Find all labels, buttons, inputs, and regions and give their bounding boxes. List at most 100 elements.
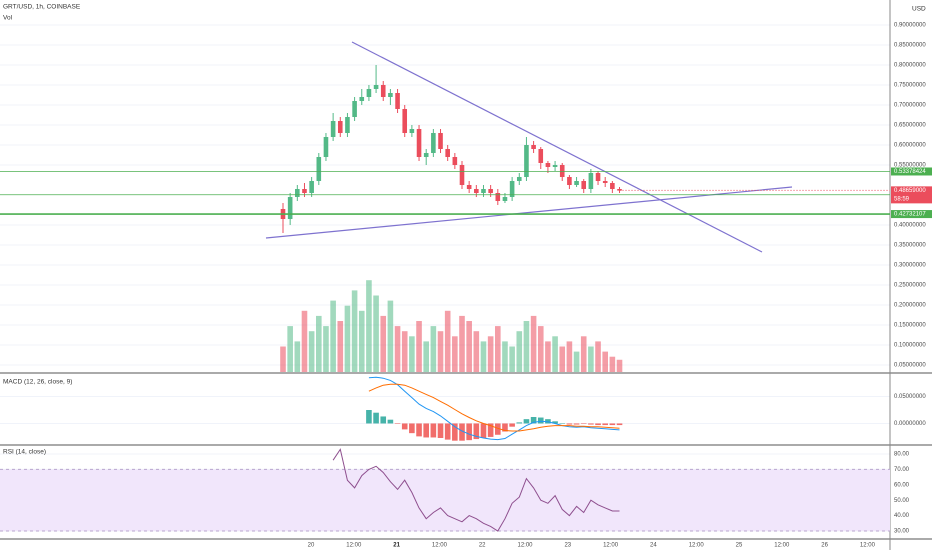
y-tick-label: 0.75000000 [894, 83, 926, 89]
y-tick-label: 40.00 [894, 513, 910, 519]
volume-bar [616, 359, 623, 372]
candle-body [502, 197, 508, 201]
histogram-bar [566, 423, 573, 425]
volume-bar [530, 315, 537, 372]
volume-bar [609, 356, 616, 372]
currency-label: USD [912, 6, 926, 13]
line [368, 376, 620, 441]
volume-bar [437, 331, 444, 372]
y-tick-label: 0.85000000 [894, 43, 926, 49]
candle-body [402, 109, 408, 133]
rsi-label: RSI (14, close) [3, 449, 46, 456]
histogram-bar [509, 423, 515, 427]
volume-bar [602, 351, 608, 372]
y-tick-label: 0.80000000 [894, 63, 926, 69]
x-tick-label: 12:00 [860, 543, 876, 549]
level-label: 0.42732107 [894, 212, 926, 218]
volume-bar [459, 315, 465, 372]
x-tick-label: 25 [736, 543, 743, 549]
histogram-bar [595, 423, 601, 426]
level-tag [891, 167, 932, 176]
y-tick-label: 0.20000000 [894, 303, 926, 309]
candle-body [388, 93, 393, 97]
volume-bar [516, 331, 523, 372]
y-tick-label: 0.35000000 [894, 243, 926, 249]
volume-bar [409, 336, 415, 372]
level-label: 0.53378424 [894, 169, 926, 175]
histogram-bar [380, 416, 387, 424]
volume-bar [444, 310, 451, 372]
symbol-label: GRT/USD, 1h, COINBASE [3, 4, 81, 11]
volume-bar [509, 346, 515, 372]
volume-bar [566, 341, 573, 372]
candle-body [323, 137, 329, 157]
x-tick-label: 12:00 [346, 543, 362, 549]
histogram-bar [480, 423, 487, 438]
y-tick-label: 70.00 [894, 467, 910, 473]
histogram-bar [423, 423, 429, 438]
candle-body [409, 129, 415, 133]
candle-body [545, 163, 551, 167]
candle-body [345, 117, 350, 133]
volume-bar [287, 326, 293, 372]
candle-body [395, 93, 400, 109]
volume-bar [294, 341, 301, 372]
volume-bar [580, 336, 587, 372]
x-tick-label: 12:00 [774, 543, 790, 549]
volume-bar [452, 336, 458, 372]
candle-body [380, 85, 386, 97]
volume-bar [495, 326, 501, 372]
x-tick-label: 24 [650, 543, 657, 549]
y-tick-label: 0.90000000 [894, 23, 926, 29]
candle-body [423, 153, 429, 157]
histogram-bar [609, 423, 616, 426]
histogram-bar [487, 423, 494, 437]
y-tick-label: 0.70000000 [894, 103, 926, 109]
volume-bar [330, 300, 336, 372]
candle-body [538, 149, 544, 163]
histogram-bar [373, 412, 379, 424]
x-tick-label: 26 [821, 543, 828, 549]
candle-body [552, 165, 558, 167]
last-price-tag [891, 186, 932, 204]
volume-bar [308, 331, 315, 372]
histogram-bar [559, 423, 566, 424]
histogram-bar [580, 423, 587, 424]
candle-body [516, 177, 522, 181]
volume-bar [502, 341, 508, 372]
candle-body [373, 85, 379, 89]
histogram-bar [387, 419, 394, 424]
histogram-bar [516, 422, 523, 424]
candle-body [295, 189, 300, 197]
volume-bar [337, 321, 344, 372]
histogram-bar [552, 421, 558, 424]
volume-bar [552, 336, 558, 372]
volume-bar [416, 321, 422, 372]
histogram-bar [401, 423, 408, 430]
x-tick-label: 12:00 [603, 543, 619, 549]
volume-bar [423, 341, 429, 372]
y-tick-label: 0.25000000 [894, 283, 926, 289]
y-tick-label: 80.00 [894, 452, 910, 458]
candle-body [287, 197, 293, 219]
histogram-bar [523, 419, 530, 424]
candle-body [466, 185, 472, 189]
y-tick-label: 60.00 [894, 482, 910, 488]
volume-bar [595, 341, 601, 372]
volume-bar [394, 326, 401, 372]
volume-bar [473, 331, 480, 372]
volume-bar [545, 341, 551, 372]
volume-bar [430, 326, 437, 372]
candle-body [330, 121, 336, 137]
y-tick-label: 0.60000000 [894, 143, 926, 149]
x-tick-label: 12:00 [517, 543, 533, 549]
candle-body [359, 97, 365, 101]
macd-label: MACD (12, 26, close, 9) [3, 379, 72, 386]
histogram-bar [437, 423, 444, 438]
histogram-bar [530, 417, 537, 424]
volume-label: Vol [3, 15, 13, 22]
candle-body [316, 157, 322, 181]
candle-body [302, 189, 307, 193]
histogram-bar [409, 423, 415, 434]
